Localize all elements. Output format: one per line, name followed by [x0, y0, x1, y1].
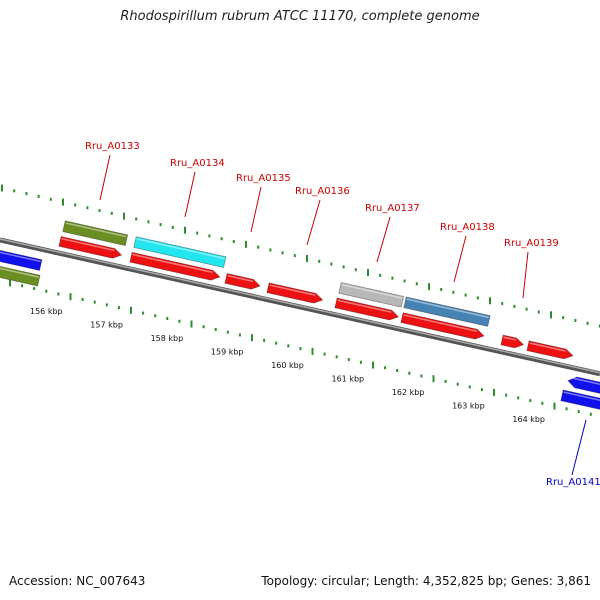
- leader-rru_a0139: [522, 251, 529, 299]
- gene-label-rru_a0141: Rru_A0141: [546, 477, 600, 488]
- gene-labels: Rru_A0133 Rru_A0134 Rru_A0135 Rru_A0136 Rru_…: [85, 141, 600, 488]
- gene-box-left-blue: [0, 247, 43, 271]
- cds-arrow-a0135-gloss: [227, 274, 254, 283]
- gene-box-a0137-shape: [338, 281, 405, 308]
- leader-rru_a0135: [250, 186, 262, 233]
- gene-box-a0133-gloss: [65, 222, 127, 238]
- gene-label-rru_a0139: Rru_A0139: [504, 238, 559, 249]
- cds-arrow-a0137-gloss: [337, 299, 392, 313]
- cds-arrow-reverse-a: [567, 376, 600, 396]
- gene-label-rru_a0134: Rru_A0134: [170, 158, 225, 169]
- gene-box-a0141: [560, 389, 600, 412]
- cds-arrow-a0137-shape: [334, 297, 400, 321]
- leader-rru_a0141: [571, 419, 587, 476]
- leader-rru_a0133: [99, 154, 111, 201]
- kbp-label-5: 161 kbp: [332, 375, 365, 384]
- leader-rru_a0136: [306, 199, 321, 246]
- kbp-label-8: 164 kbp: [512, 415, 545, 424]
- gene-box-a0133: [62, 220, 129, 247]
- gene-features: [0, 220, 600, 412]
- kbp-label-6: 162 kbp: [392, 388, 425, 397]
- cds-arrow-a0139b-gloss: [529, 342, 566, 352]
- cds-arrow-a0136-gloss: [269, 284, 316, 297]
- topology-label: Topology: circular; Length: 4,352,825 bp…: [261, 574, 591, 588]
- gene-box-a0134-shape: [133, 236, 227, 268]
- gene-box-a0141-gloss: [563, 391, 600, 403]
- backbone-highlight: [0, 238, 600, 374]
- gene-box-a0137: [338, 281, 405, 308]
- cds-arrow-a0134: [129, 251, 221, 281]
- gene-box-left-olive: [0, 263, 41, 287]
- genome-backbone: [0, 237, 600, 377]
- kbp-label-2: 158 kbp: [151, 334, 184, 343]
- cds-arrow-a0139b: [526, 340, 574, 360]
- cds-arrow-a0139-shape: [500, 334, 525, 349]
- cds-arrow-a0135-shape: [224, 273, 261, 290]
- cds-arrow-a0136-shape: [266, 282, 324, 304]
- gene-box-a0137-gloss: [341, 283, 403, 299]
- gene-box-left-olive-gloss: [0, 265, 39, 278]
- gene-box-a0138-shape: [403, 296, 491, 327]
- gene-box-a0134-gloss: [136, 238, 225, 260]
- cds-arrow-a0134-gloss: [132, 253, 213, 274]
- gene-label-rru_a0135: Rru_A0135: [236, 173, 291, 184]
- gene-box-left-olive-shape: [0, 263, 41, 287]
- cds-arrow-reverse-a-gloss: [569, 376, 600, 385]
- gene-box-a0138-gloss: [406, 298, 489, 319]
- cds-arrow-a0138-gloss: [403, 314, 477, 332]
- label-leaders: [99, 154, 587, 476]
- kbp-label-7: 163 kbp: [452, 402, 485, 411]
- outer-tick-track: [1, 184, 600, 328]
- cds-arrow-a0138: [400, 312, 485, 340]
- cds-arrow-a0139: [500, 334, 525, 349]
- accession-label: Accession: NC_007643: [9, 574, 146, 588]
- leader-rru_a0138: [453, 235, 467, 283]
- cds-arrow-a0134-shape: [129, 251, 221, 281]
- cds-arrow-a0138-shape: [400, 312, 485, 340]
- gene-box-a0133-shape: [62, 220, 129, 247]
- gene-label-rru_a0133: Rru_A0133: [85, 141, 140, 152]
- inner-tick-track: [9, 279, 592, 416]
- gene-label-rru_a0136: Rru_A0136: [295, 186, 350, 197]
- backbone-line: [0, 237, 600, 377]
- cds-arrow-reverse-a-shape: [567, 376, 600, 396]
- gene-box-a0138: [403, 296, 491, 327]
- kbp-tick-labels: 156 kbp 157 kbp 158 kbp 159 kbp 160 kbp 161 k…: [30, 307, 545, 424]
- gene-box-left-blue-gloss: [0, 249, 41, 263]
- cds-arrow-a0137: [334, 297, 400, 321]
- cds-arrow-a0133-gloss: [61, 237, 115, 252]
- gene-label-rru_a0137: Rru_A0137: [365, 203, 420, 214]
- cds-arrow-a0136: [266, 282, 324, 304]
- cds-arrow-a0133-shape: [58, 236, 123, 259]
- gene-box-a0141-shape: [560, 389, 600, 412]
- kbp-label-4: 160 kbp: [271, 361, 304, 370]
- leader-rru_a0134: [184, 171, 196, 218]
- kbp-label-1: 157 kbp: [90, 321, 123, 330]
- gene-box-a0134: [133, 236, 227, 268]
- cds-arrow-a0133: [58, 236, 123, 259]
- map-title: Rhodospirillum rubrum ATCC 11170, comple…: [120, 9, 480, 24]
- cds-arrow-a0139b-shape: [526, 340, 574, 360]
- cds-arrow-a0135: [224, 273, 261, 290]
- gene-box-left-blue-shape: [0, 247, 43, 271]
- cds-arrow-a0139-gloss: [503, 336, 517, 341]
- kbp-label-0: 156 kbp: [30, 307, 63, 316]
- leader-rru_a0137: [376, 216, 391, 263]
- gene-label-rru_a0138: Rru_A0138: [440, 222, 495, 233]
- kbp-label-3: 159 kbp: [211, 348, 244, 357]
